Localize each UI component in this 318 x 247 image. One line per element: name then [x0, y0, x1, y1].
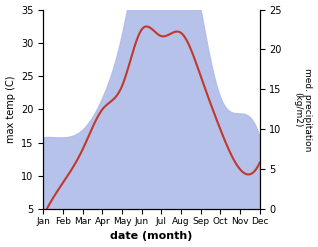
X-axis label: date (month): date (month) — [110, 231, 193, 242]
Y-axis label: max temp (C): max temp (C) — [5, 76, 16, 143]
Y-axis label: med. precipitation
(kg/m2): med. precipitation (kg/m2) — [293, 68, 313, 151]
